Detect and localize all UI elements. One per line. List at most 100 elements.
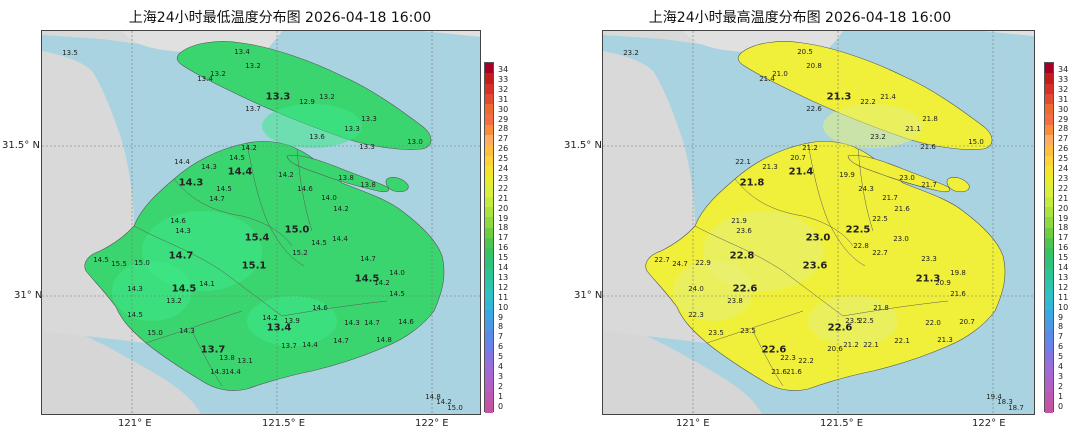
district-boundary xyxy=(734,178,804,217)
colorbar-tick: 10 xyxy=(1058,302,1069,312)
station-value: 14.5 xyxy=(354,273,380,285)
colorbar-segment xyxy=(1045,299,1053,310)
station-value: 22.7 xyxy=(872,249,888,257)
colorbar-segment xyxy=(1045,320,1053,331)
colorbar-segment xyxy=(1045,124,1053,135)
station-value: 14.6 xyxy=(170,217,186,225)
colorbar-segment xyxy=(1045,155,1053,166)
map-svg xyxy=(603,31,1034,414)
station-value: 22.2 xyxy=(798,357,814,365)
colorbar-tick: 17 xyxy=(1058,233,1069,243)
station-value: 22.0 xyxy=(925,319,941,327)
colorbar-segment xyxy=(1045,165,1053,177)
colorbar-segment xyxy=(1045,268,1053,279)
colorbar-tick: 33 xyxy=(498,74,509,84)
colorbar-segment xyxy=(1045,309,1053,321)
colorbar-tick: 14 xyxy=(498,263,509,272)
station-value: 22.3 xyxy=(780,354,796,362)
station-value: 21.3 xyxy=(937,336,953,344)
lon-label-122: 122° E xyxy=(972,418,1006,429)
station-value: 14.8 xyxy=(376,336,392,344)
south-land xyxy=(42,321,201,414)
station-value: 19.4 xyxy=(986,393,1002,401)
colorbar-tick: 0 xyxy=(1058,401,1064,411)
station-value: 13.4 xyxy=(234,48,250,56)
colorbar-segment xyxy=(1045,227,1053,238)
station-value: 21.4 xyxy=(759,75,775,83)
district-boundary xyxy=(191,330,223,387)
station-value: 15.0 xyxy=(134,259,150,267)
station-value: 22.5 xyxy=(858,317,874,325)
colorbar-segment xyxy=(485,217,493,228)
station-value: 14.6 xyxy=(297,185,313,193)
station-value: 15.2 xyxy=(292,249,308,257)
station-value: 14.4 xyxy=(302,341,318,349)
colorbar-segment xyxy=(1045,145,1053,156)
station-value: 14.6 xyxy=(312,304,328,312)
station-value: 23.0 xyxy=(899,174,915,182)
station-value: 22.7 xyxy=(654,256,670,264)
colorbar-segment xyxy=(1045,392,1053,403)
station-value: 24.3 xyxy=(858,185,874,193)
max-temp-panel: 上海24小时最高温度分布图 2026-04-18 16:00 31.5° N 3… xyxy=(540,0,1080,440)
colorbar-segment xyxy=(485,134,493,146)
district-boundary xyxy=(133,225,223,272)
station-value: 14.3 xyxy=(210,368,226,376)
station-value: 20.5 xyxy=(797,48,813,56)
station-value: 23.6 xyxy=(736,227,752,235)
station-value: 21.6 xyxy=(920,143,936,151)
station-value: 21.3 xyxy=(826,91,852,103)
colorbar-tick: 22 xyxy=(1058,183,1069,193)
district-boundary xyxy=(706,310,804,344)
station-value: 13.2 xyxy=(319,93,335,101)
colorbar-segment xyxy=(1045,83,1053,94)
station-value: 22.3 xyxy=(688,311,704,319)
station-value: 13.3 xyxy=(359,143,375,151)
station-value: 13.3 xyxy=(265,91,291,103)
colorbar-tick: 3 xyxy=(1058,371,1064,381)
station-value: 22.1 xyxy=(735,158,751,166)
station-value: 14.2 xyxy=(278,171,294,179)
station-value: 22.1 xyxy=(863,341,879,349)
colorbar-tick: 20 xyxy=(1058,203,1069,213)
station-value: 21.6 xyxy=(950,290,966,298)
colorbar-tick: 16 xyxy=(498,243,509,253)
colorbar-tick: 30 xyxy=(1058,104,1069,114)
station-value: 20.9 xyxy=(935,279,951,287)
station-value: 21.8 xyxy=(922,115,938,123)
colorbar-segment xyxy=(1045,340,1053,351)
colorbar-tick: 21 xyxy=(1058,193,1069,203)
station-value: 21.3 xyxy=(915,273,941,285)
colorbar-tick: 28 xyxy=(498,124,509,134)
district-boundary xyxy=(857,148,874,232)
station-value: 15.4 xyxy=(244,232,270,244)
colorbar-tick: 12 xyxy=(1058,282,1069,292)
colorbar-tick: 4 xyxy=(498,362,504,371)
colorbar-segment xyxy=(1045,258,1053,269)
colorbar-segment xyxy=(1045,248,1053,259)
station-value: 13.0 xyxy=(407,138,423,146)
station-value: 21.6 xyxy=(786,368,802,376)
lon-label-122: 122° E xyxy=(415,418,449,429)
colorbar-tick: 24 xyxy=(1058,164,1069,173)
shade-patch xyxy=(808,296,898,346)
station-value: 23.2 xyxy=(623,49,639,57)
colorbar-tick: 1 xyxy=(1058,391,1064,401)
station-value: 14.7 xyxy=(168,250,194,262)
min-temp-title: 上海24小时最低温度分布图 2026-04-18 16:00 xyxy=(128,10,432,26)
colorbar-segment xyxy=(1045,176,1053,187)
station-value: 22.1 xyxy=(894,337,910,345)
hengsha-island xyxy=(946,177,970,193)
station-value: 21.8 xyxy=(873,304,889,312)
station-value: 14.4 xyxy=(225,368,241,376)
district-boundary xyxy=(221,270,283,317)
max-temp-map: 23.2 20.5 20.8 21.0 21.4 21.3 22.2 21.4 21.1 21.8… xyxy=(602,30,1035,415)
colorbar-tick: 28 xyxy=(1058,124,1069,134)
colorbar-segment xyxy=(485,309,493,321)
station-value: 14.3 xyxy=(127,285,143,293)
station-value: 13.4 xyxy=(266,322,292,334)
district-boundary xyxy=(266,220,305,267)
station-value: 14.7 xyxy=(364,319,380,327)
max-temp-colorbar: 34 33 32 31 30 29 28 27 26 25 24 23 22 21 20 19 18 17 16 15… xyxy=(1044,62,1068,413)
station-value: 14.5 xyxy=(127,311,143,319)
